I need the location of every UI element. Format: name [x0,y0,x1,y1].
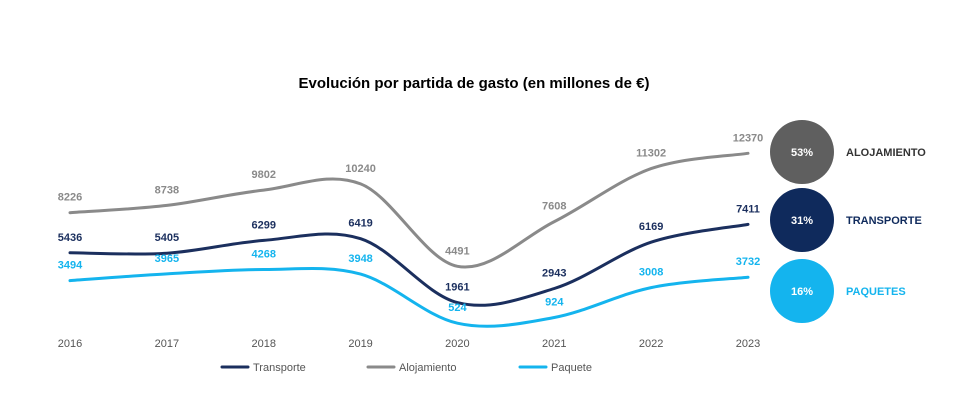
x-tick-label: 2021 [542,338,566,350]
data-label: 6419 [348,218,372,230]
data-label: 6299 [251,219,275,231]
x-tick-label: 2016 [58,338,82,350]
badge-percent: 16% [791,286,813,298]
x-axis-ticks: 2016 2017 2018 2019 2020 2021 2022 2023 [58,338,760,350]
data-label: 524 [448,302,467,314]
data-label: 8738 [155,184,179,196]
x-tick-label: 2018 [251,338,275,350]
data-label: 3965 [155,253,179,265]
legend: Transporte Alojamiento Paquete [220,362,592,374]
data-label: 11302 [636,148,666,160]
badge-circle [770,259,834,323]
share-badges: 53% ALOJAMIENTO 31% TRANSPORTE 16% PAQUETES [770,120,926,323]
badge-percent: 53% [791,147,813,159]
data-label: 3008 [639,267,663,279]
data-label: 5405 [155,232,179,244]
legend-label: Transporte [253,362,306,374]
badge-alojamiento: 53% ALOJAMIENTO [770,120,926,184]
data-label: 12370 [733,132,764,144]
x-tick-label: 2023 [736,338,760,350]
data-label: 10240 [345,163,376,175]
badge-label: ALOJAMIENTO [846,147,926,159]
data-label: 4491 [445,245,469,257]
series-line-transporte [68,222,750,307]
badge-paquetes: 16% PAQUETES [770,259,906,323]
chart-title: Evolución por partida de gasto (en millo… [299,75,650,92]
data-labels: 5436 5405 6299 6419 1961 2943 6169 7411 8226 8738… [58,132,764,314]
data-label: 6169 [639,221,663,233]
data-label: 8226 [58,192,82,204]
x-tick-label: 2022 [639,338,663,350]
data-label: 3494 [58,260,83,272]
series-line-paquete [68,267,750,328]
data-label: 2943 [542,268,566,280]
data-label: 7608 [542,201,566,213]
series-line-alojamiento [68,151,750,269]
legend-item-transporte: Transporte [220,362,306,374]
data-label: 7411 [736,203,760,215]
legend-item-alojamiento: Alojamiento [366,362,456,374]
data-label: 9802 [251,169,275,181]
legend-item-paquete: Paquete [518,362,592,374]
badge-label: TRANSPORTE [846,215,922,227]
badge-transporte: 31% TRANSPORTE [770,188,922,252]
x-tick-label: 2019 [348,338,372,350]
data-label: 924 [545,296,564,308]
data-label: 3732 [736,256,760,268]
badge-percent: 31% [791,215,813,227]
badge-label: PAQUETES [846,286,906,298]
data-label: 3948 [348,253,372,265]
data-label: 5436 [58,232,82,244]
x-tick-label: 2017 [155,338,179,350]
x-tick-label: 2020 [445,338,469,350]
series-lines [68,151,750,328]
data-label: 4268 [251,249,275,261]
badge-circle [770,188,834,252]
legend-label: Alojamiento [399,362,456,374]
data-label: 1961 [445,282,469,294]
badge-circle [770,120,834,184]
legend-label: Paquete [551,362,592,374]
